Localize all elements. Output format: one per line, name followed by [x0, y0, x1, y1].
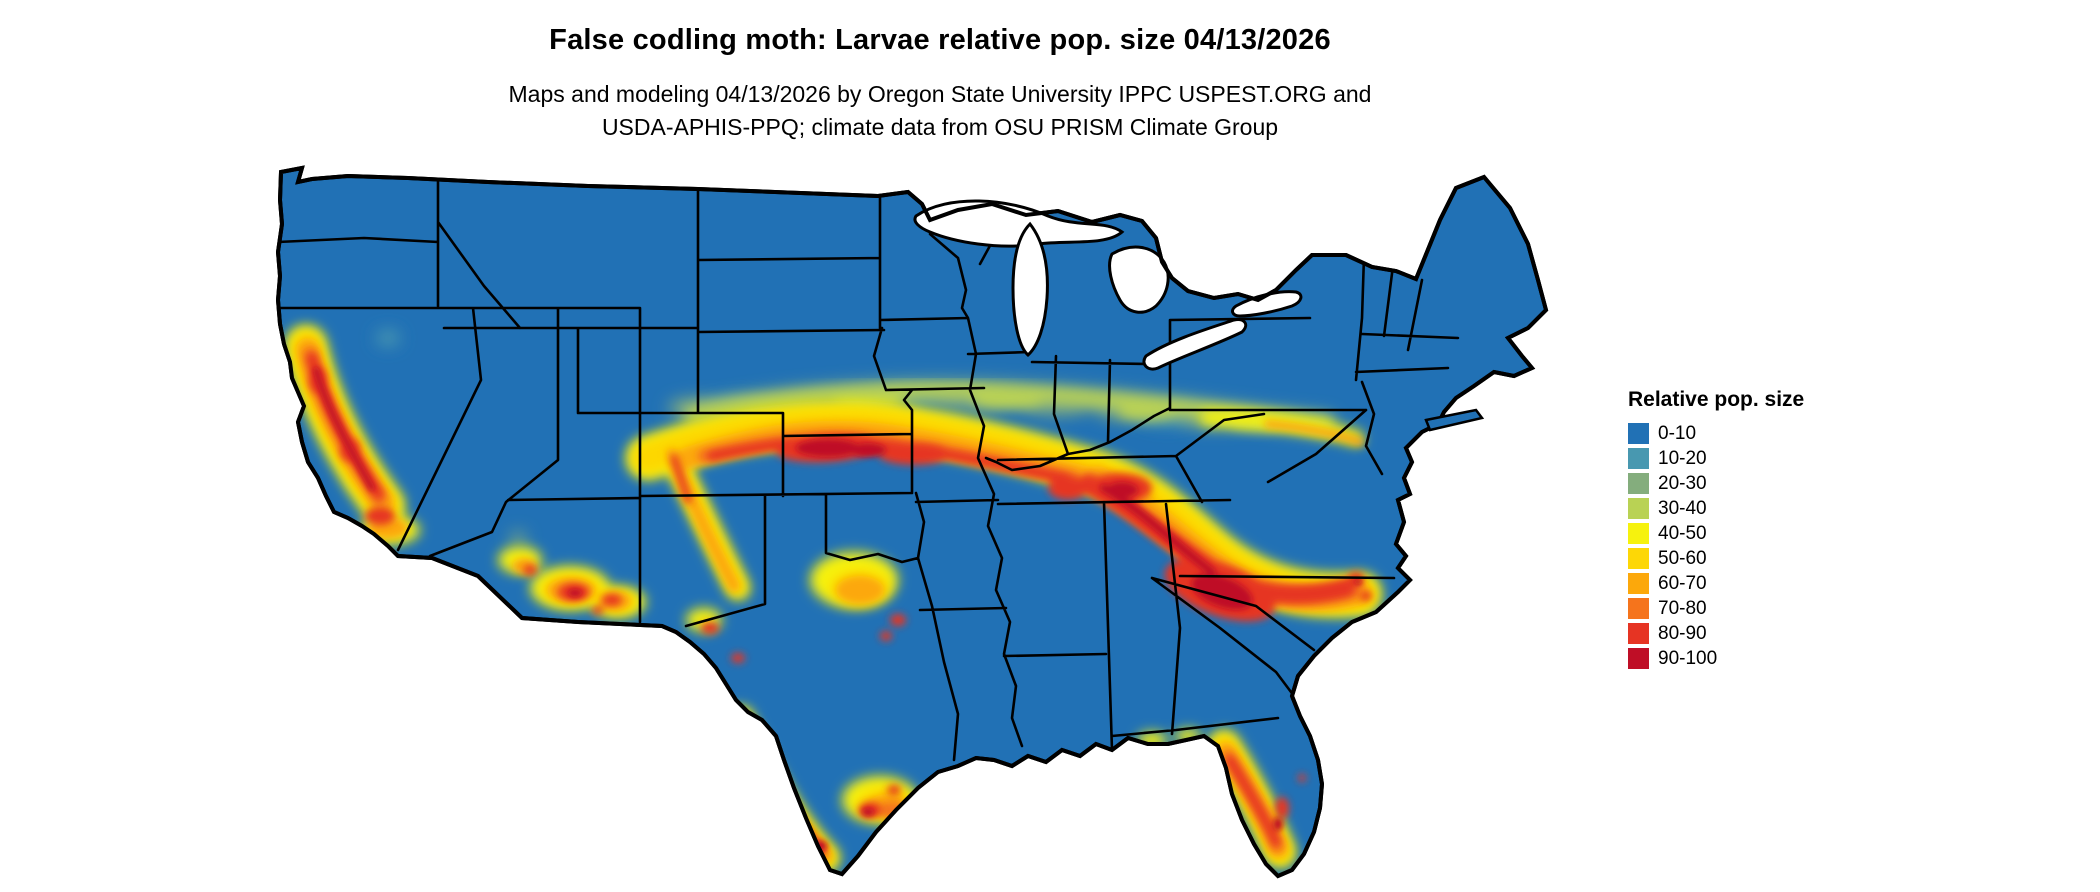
- legend: Relative pop. size 0-10 10-20 20-30 30-40 40…: [1628, 388, 1804, 671]
- legend-swatch: [1628, 598, 1649, 619]
- map-base: [275, 165, 1549, 879]
- legend-swatch: [1628, 498, 1649, 519]
- legend-item: 90-100: [1628, 646, 1804, 671]
- legend-swatch: [1628, 648, 1649, 669]
- page-title: False codling moth: Larvae relative pop.…: [549, 24, 1331, 56]
- lake-erie: [1142, 318, 1248, 371]
- great-lakes: [913, 199, 1303, 371]
- legend-item: 70-80: [1628, 596, 1804, 621]
- legend-swatch: [1628, 573, 1649, 594]
- legend-items: 0-10 10-20 20-30 30-40 40-50 50-60 60-70 70-80 8…: [1628, 421, 1804, 671]
- legend-item-label: 30-40: [1658, 497, 1707, 519]
- legend-swatch: [1628, 523, 1649, 544]
- subtitle-line-2: USDA-APHIS-PPQ; climate data from OSU PR…: [601, 114, 1279, 140]
- lake-ontario: [1231, 290, 1303, 318]
- legend-swatch: [1628, 548, 1649, 569]
- legend-item-label: 50-60: [1658, 547, 1707, 569]
- legend-item: 0-10: [1628, 421, 1804, 446]
- lake-michigan: [1011, 221, 1049, 358]
- legend-item: 30-40: [1628, 496, 1804, 521]
- legend-swatch: [1628, 473, 1649, 494]
- map-outline: [275, 165, 1549, 879]
- legend-item: 60-70: [1628, 571, 1804, 596]
- legend-item-label: 90-100: [1658, 647, 1718, 669]
- legend-item-label: 20-30: [1658, 472, 1707, 494]
- legend-title: Relative pop. size: [1628, 388, 1805, 411]
- legend-item-label: 60-70: [1658, 572, 1707, 594]
- legend-item-label: 70-80: [1658, 597, 1707, 619]
- us-map: [268, 158, 1602, 890]
- page-subtitle: Maps and modeling 04/13/2026 by Oregon S…: [0, 78, 1880, 144]
- legend-swatch: [1628, 623, 1649, 644]
- legend-item: 80-90: [1628, 621, 1804, 646]
- legend-item-label: 10-20: [1658, 447, 1707, 469]
- legend-item: 40-50: [1628, 521, 1804, 546]
- lake-huron: [1108, 245, 1170, 314]
- legend-item-label: 0-10: [1658, 422, 1697, 444]
- legend-swatch: [1628, 423, 1649, 444]
- subtitle-line-1: Maps and modeling 04/13/2026 by Oregon S…: [508, 81, 1372, 107]
- legend-item-label: 80-90: [1658, 622, 1707, 644]
- legend-item: 20-30: [1628, 471, 1804, 496]
- legend-item: 10-20: [1628, 446, 1804, 471]
- legend-item: 50-60: [1628, 546, 1804, 571]
- long-island: [1424, 408, 1485, 432]
- legend-swatch: [1628, 448, 1649, 469]
- legend-item-label: 40-50: [1658, 522, 1707, 544]
- lake-superior: [913, 199, 1125, 248]
